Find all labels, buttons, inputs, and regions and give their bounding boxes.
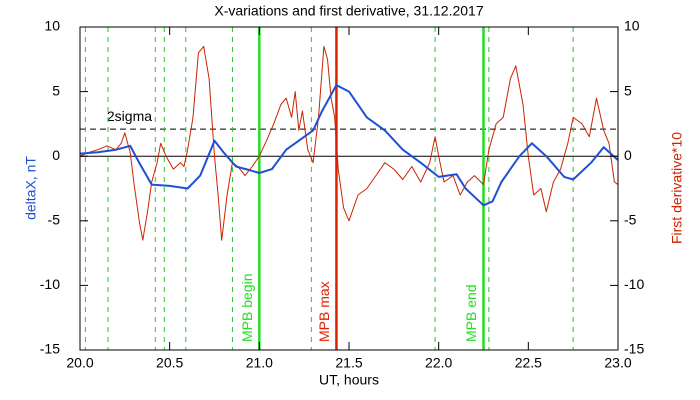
y-tick-label: -15 (40, 341, 60, 357)
x-tick-label: 22.5 (515, 355, 542, 371)
x-tick-label: 21.0 (246, 355, 273, 371)
y-tick-label: -5 (48, 212, 61, 228)
x-tick-label: 20.5 (156, 355, 183, 371)
x-tick-label: 20.0 (66, 355, 93, 371)
y2-tick-label: -10 (624, 276, 644, 292)
marker-label: MPB end (463, 284, 479, 342)
y-tick-label: 5 (52, 82, 60, 98)
y-axis-label: deltaX, nT (23, 156, 39, 220)
y2-tick-label: 0 (624, 147, 632, 163)
x-axis-label: UT, hours (319, 372, 379, 388)
y-tick-label: 0 (52, 147, 60, 163)
marker-label: MPB begin (239, 274, 255, 342)
y2-tick-label: 5 (624, 82, 632, 98)
marker-label: MPB max (316, 281, 332, 342)
y-tick-label: -10 (40, 276, 60, 292)
y2-axis-label: First derivative*10 (669, 132, 685, 244)
x-tick-label: 22.0 (425, 355, 452, 371)
x-tick-label: 23.0 (604, 355, 631, 371)
annotation: 2sigma (107, 108, 152, 124)
data-line (79, 84, 619, 207)
plot-frame (79, 26, 619, 351)
x-tick-label: 21.5 (335, 355, 362, 371)
data-line (79, 45, 619, 241)
y2-tick-label: -5 (624, 212, 637, 228)
y2-tick-label: 10 (624, 18, 640, 34)
chart-title: X-variations and first derivative, 31.12… (214, 3, 483, 19)
y2-tick-label: -15 (624, 341, 644, 357)
y-tick-label: 10 (44, 18, 60, 34)
